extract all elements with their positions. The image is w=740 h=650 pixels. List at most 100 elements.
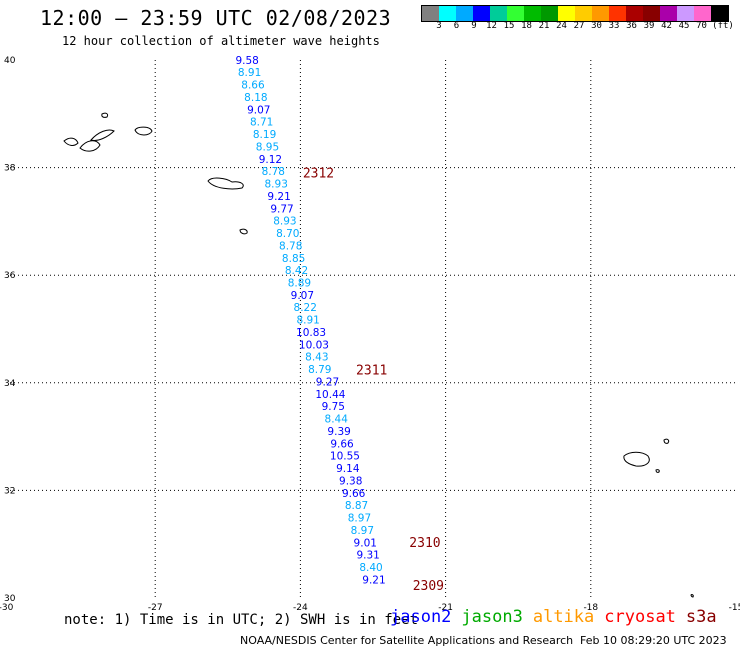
credit-line: NOAA/NESDIS Center for Satellite Applica…	[240, 634, 574, 647]
wave-height-value: 8.95	[256, 141, 279, 153]
pass-time-label: 2311	[356, 364, 387, 379]
wave-height-value: 9.01	[354, 537, 377, 549]
wave-height-value: 9.75	[322, 401, 345, 413]
color-legend-tick: 36	[626, 21, 637, 31]
y-tick-label: 40	[4, 56, 16, 66]
island-outline	[690, 594, 694, 598]
wave-height-value: 9.58	[235, 55, 258, 67]
pass-time-label: 2310	[409, 536, 440, 551]
wave-height-value: 9.21	[267, 191, 290, 203]
wave-height-value: 9.21	[362, 574, 385, 586]
wave-height-value: 8.89	[288, 277, 311, 289]
x-tick-label: -24	[293, 603, 308, 610]
wave-height-value: 8.44	[325, 414, 349, 426]
wave-height-value: 10.55	[330, 451, 360, 463]
chart-title: 12:00 – 23:59 UTC 02/08/2023	[40, 6, 392, 30]
wave-height-value: 8.19	[253, 129, 276, 141]
wave-height-value: 9.12	[259, 154, 282, 166]
color-swatch	[609, 6, 626, 21]
x-tick-label: -30	[0, 603, 14, 610]
island-outline	[90, 129, 115, 141]
wave-height-value: 8.78	[279, 240, 302, 252]
wave-height-value: 8.97	[348, 513, 371, 525]
wave-height-value: 9.07	[291, 290, 314, 302]
wave-height-value: 8.43	[305, 352, 328, 364]
wave-height-value: 8.87	[345, 500, 368, 512]
color-swatch	[643, 6, 660, 21]
chart-subtitle: 12 hour collection of altimeter wave hei…	[62, 34, 380, 48]
color-legend-tick: 39	[643, 21, 655, 31]
island-outline	[101, 112, 109, 118]
wave-height-value: 9.14	[336, 463, 360, 475]
color-swatch	[558, 6, 575, 21]
color-legend-tick: 9	[471, 21, 477, 31]
wave-height-value: 8.79	[308, 364, 331, 376]
wave-height-value: 8.22	[294, 302, 317, 314]
wave-height-value: 8.93	[273, 216, 296, 228]
wave-height-value: 8.18	[244, 92, 267, 104]
color-swatch	[626, 6, 643, 21]
color-legend-tick: 6	[453, 21, 460, 31]
color-legend-tick: 12	[486, 21, 497, 31]
wave-height-value: 9.07	[247, 104, 270, 116]
pass-time-labels: 2312 2311 2310 2309	[303, 166, 444, 594]
wave-height-value: 10.83	[296, 327, 326, 339]
color-swatch	[524, 6, 541, 21]
x-tick-label: -18	[583, 603, 598, 610]
island-outline	[63, 137, 79, 146]
color-legend-tick: 3	[436, 21, 442, 31]
color-legend-ticks: 3 6 9 12 15 18 21 24 27 30 33 36 39 42 45 70 (ft)	[421, 21, 740, 35]
color-swatch	[490, 6, 507, 21]
color-swatch	[473, 6, 490, 21]
island-outline	[655, 469, 660, 473]
color-swatch	[592, 6, 609, 21]
color-legend-tick: 27	[573, 21, 585, 31]
pass-time-label: 2312	[303, 166, 334, 181]
wave-height-value: 8.85	[282, 253, 305, 265]
color-swatch	[439, 6, 456, 21]
color-legend-tick: 15	[503, 21, 515, 31]
island-outline	[623, 451, 650, 467]
wave-height-value: 9.39	[327, 426, 350, 438]
wave-height-points: 9.588.918.668.189.078.718.198.959.128.78…	[235, 55, 385, 587]
axis-tick-labels: -30 -27 -24 -21 -18 -15 40 38 36 34 32 30	[0, 56, 740, 610]
color-legend-tick: 45	[678, 21, 690, 31]
wave-height-value: 8.42	[285, 265, 308, 277]
wave-height-value: 9.66	[330, 438, 354, 450]
footer-note: note: 1) Time is in UTC; 2) SWH is in fe…	[64, 612, 419, 628]
wave-height-map: -30-27-24-21-18-15403836343230 9.588.918…	[0, 55, 740, 610]
color-legend-unit: (ft)	[712, 21, 734, 31]
color-swatch	[422, 6, 439, 21]
color-swatch	[694, 6, 711, 21]
color-swatch	[711, 6, 728, 21]
color-legend-tick: 30	[591, 21, 602, 31]
mission-legend-item: altika	[532, 607, 595, 627]
mission-legend-item: cryosat	[604, 607, 676, 627]
x-tick-label: -15	[729, 603, 740, 610]
color-swatch	[575, 6, 592, 21]
wave-height-value: 8.78	[262, 166, 285, 178]
color-swatch	[677, 6, 694, 21]
color-swatch	[507, 6, 524, 21]
island-outline	[663, 438, 670, 444]
y-tick-label: 30	[4, 594, 16, 604]
y-tick-label: 34	[4, 379, 16, 389]
mission-legend-item: jason2	[390, 607, 452, 627]
island-outline	[239, 228, 248, 235]
generated-timestamp: Feb 10 08:29:20 UTC 2023	[580, 634, 727, 647]
map-grid	[10, 60, 736, 598]
x-tick-label: -21	[438, 603, 453, 610]
mission-legend-item: s3a	[685, 607, 717, 627]
island-outline	[207, 177, 244, 190]
wave-height-value: 10.03	[299, 339, 329, 351]
y-tick-label: 38	[4, 164, 16, 174]
color-legend-tick: 21	[538, 21, 550, 31]
mission-legend-item: jason3	[461, 607, 523, 627]
color-legend-tick: 42	[661, 21, 672, 31]
wave-height-value: 8.91	[296, 315, 319, 327]
y-tick-label: 32	[4, 486, 15, 496]
color-legend-bar	[421, 5, 729, 22]
wave-height-value: 8.66	[241, 80, 265, 92]
island-outlines	[63, 112, 694, 598]
color-swatch	[660, 6, 677, 21]
